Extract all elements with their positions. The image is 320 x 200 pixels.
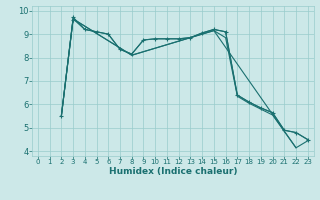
X-axis label: Humidex (Indice chaleur): Humidex (Indice chaleur) [108, 167, 237, 176]
